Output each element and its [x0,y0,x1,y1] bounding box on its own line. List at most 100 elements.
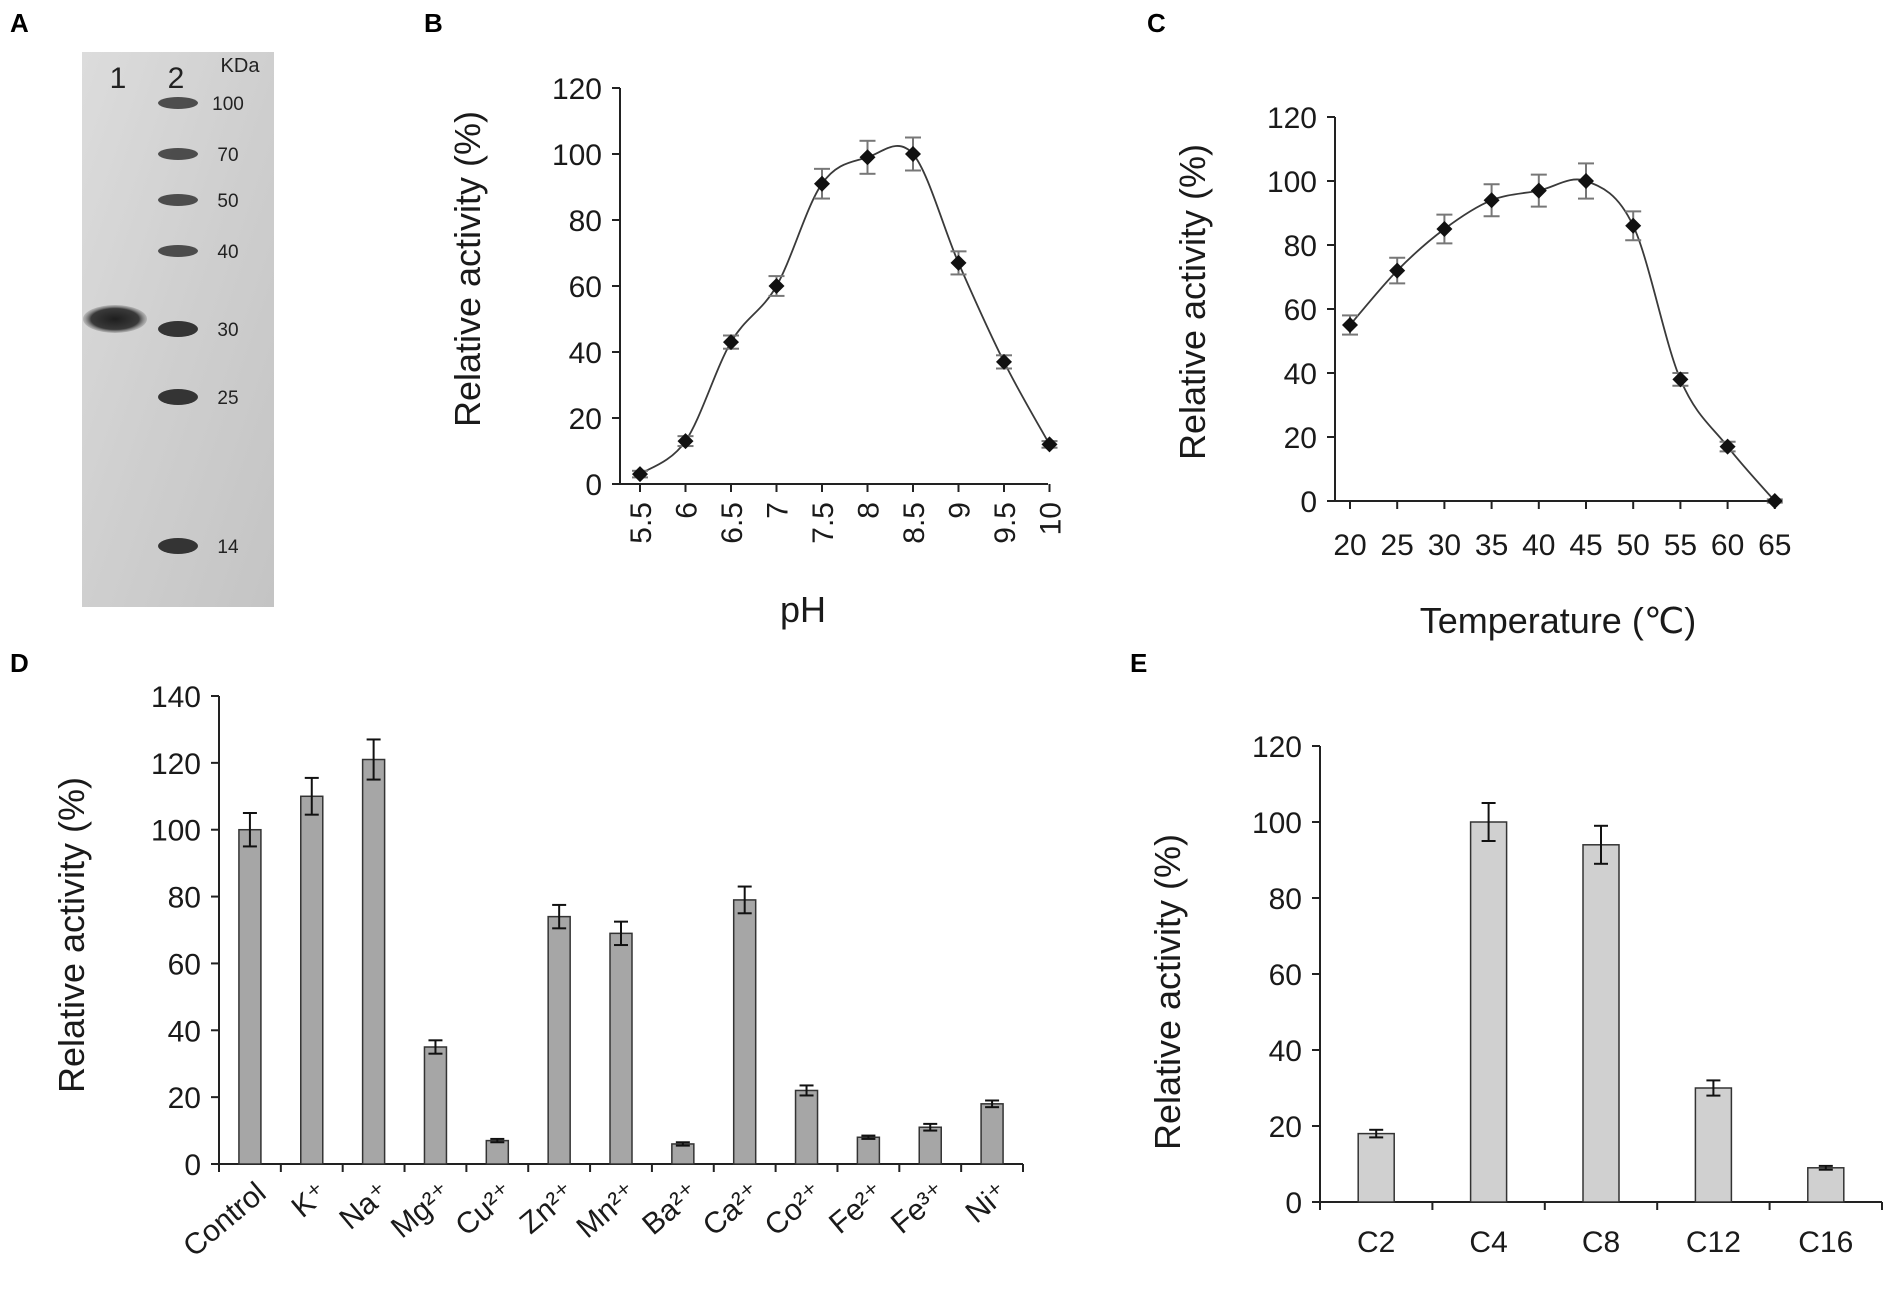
marker-size-label: 25 [217,388,238,409]
data-point [905,146,921,162]
chart-c-xlabel: Temperature (℃) [1420,600,1697,641]
data-point [996,353,1012,370]
x-tick-label: 6 [671,502,704,519]
bar [732,899,757,1165]
data-point [1342,317,1358,333]
series-line [1349,178,1776,502]
marker-size-label: 100 [212,94,244,115]
x-category-label: Co²⁺ [759,1176,829,1243]
chart-b-ylabel: Relative activity (%) [447,111,488,427]
x-category-label: C4 [1469,1226,1507,1259]
y-tick-label: 120 [1252,731,1302,764]
series-line [639,145,1051,475]
x-category-label: C8 [1582,1226,1620,1259]
x-category-label: Zn²⁺ [514,1176,582,1240]
x-tick-label: 45 [1569,529,1602,562]
y-tick-label: 120 [151,748,201,781]
x-category-label: Control [177,1176,272,1263]
y-tick-label: 40 [569,337,602,370]
y-tick-label: 0 [1285,1187,1302,1220]
bar [1469,821,1508,1203]
chart-b-xlabel: pH [780,589,826,630]
x-tick-label: 40 [1522,529,1555,562]
y-tick-label: 60 [168,948,201,981]
data-point [1578,173,1594,189]
ladder-band [158,389,198,405]
x-category-label: Mn²⁺ [571,1176,644,1245]
x-category-label: Ca²⁺ [697,1176,767,1243]
x-category-label: Fe²⁺ [823,1176,891,1240]
data-point [950,254,967,271]
y-tick-label: 20 [168,1082,201,1115]
y-tick-label: 80 [1269,883,1302,916]
data-point [1436,221,1453,237]
x-category-label: C12 [1686,1226,1741,1259]
data-point [1625,217,1642,234]
gel-unit-label: KDa [221,55,261,77]
y-tick-label: 80 [168,882,201,915]
y-tick-label: 0 [1300,486,1317,519]
chart-d-ylabel: Relative activity (%) [51,777,92,1093]
y-tick-label: 80 [569,205,602,238]
x-tick-label: 7 [762,502,795,519]
bar [361,758,386,1165]
x-category-label: Na⁺ [333,1176,396,1236]
bar [1357,1132,1395,1203]
x-category-label: Fe³⁺ [885,1176,953,1240]
lane-label-2: 2 [168,62,185,95]
x-category-label: Ni⁺ [960,1176,1015,1230]
x-tick-label: 25 [1381,529,1414,562]
x-tick-label: 35 [1475,529,1508,562]
metal-ion-effect-chart: Relative activity (%) 0 20 40 60 80 100 120 140… [51,681,1024,1264]
x-tick-label: 50 [1617,529,1650,562]
y-tick-label: 100 [151,815,201,848]
x-category-label: Mg²⁺ [385,1176,458,1245]
marker-size-label: 40 [217,242,238,263]
x-category-label: K⁺ [286,1176,335,1224]
y-tick-label: 20 [569,403,602,436]
panel-label-e: E [1130,648,1147,678]
x-tick-label: 9 [944,502,977,519]
data-point [814,175,830,192]
bar [238,828,262,1165]
bar [423,1046,448,1165]
y-tick-label: 80 [1284,230,1317,263]
y-tick-label: 20 [1269,1111,1302,1144]
panel-label-d: D [10,648,29,678]
y-tick-label: 100 [1252,807,1302,840]
y-tick-label: 40 [1284,358,1317,391]
data-point [1766,493,1783,509]
bar [856,1136,881,1165]
ladder-band [158,245,198,257]
x-category-label: C16 [1798,1226,1853,1259]
y-tick-label: 120 [552,73,602,106]
bar [980,1103,1004,1165]
data-point [1389,262,1406,279]
y-tick-label: 60 [1284,294,1317,327]
chart-e-ylabel: Relative activity (%) [1147,834,1188,1150]
marker-size-label: 14 [217,537,239,558]
x-tick-label: 10 [1035,502,1068,535]
marker-size-label: 30 [217,320,238,341]
substrate-specificity-chart: Relative activity (%) 0 20 40 60 80 100 120 C2 C… [1147,731,1883,1259]
panel-label-b: B [424,8,443,38]
marker-ladder: 100 70 50 40 30 25 14 [158,94,244,558]
chart-c-ylabel: Relative activity (%) [1172,144,1213,460]
ph-activity-chart: Relative activity (%) pH 0 20 40 60 80 100 120… [447,73,1068,630]
data-point [768,278,785,294]
lane-label-1: 1 [110,62,127,95]
bar [609,932,633,1165]
y-tick-label: 40 [1269,1035,1302,1068]
bar [794,1089,819,1165]
x-tick-label: 65 [1758,529,1791,562]
x-tick-label: 9.5 [989,502,1022,544]
ladder-band [158,148,198,160]
x-tick-label: 8 [853,502,886,519]
x-tick-label: 60 [1711,529,1744,562]
ladder-band [158,194,198,206]
y-tick-label: 20 [1284,422,1317,455]
data-point [1483,192,1500,209]
ladder-band [158,321,198,337]
panel-label-c: C [1147,8,1166,38]
bar [1694,1087,1733,1203]
